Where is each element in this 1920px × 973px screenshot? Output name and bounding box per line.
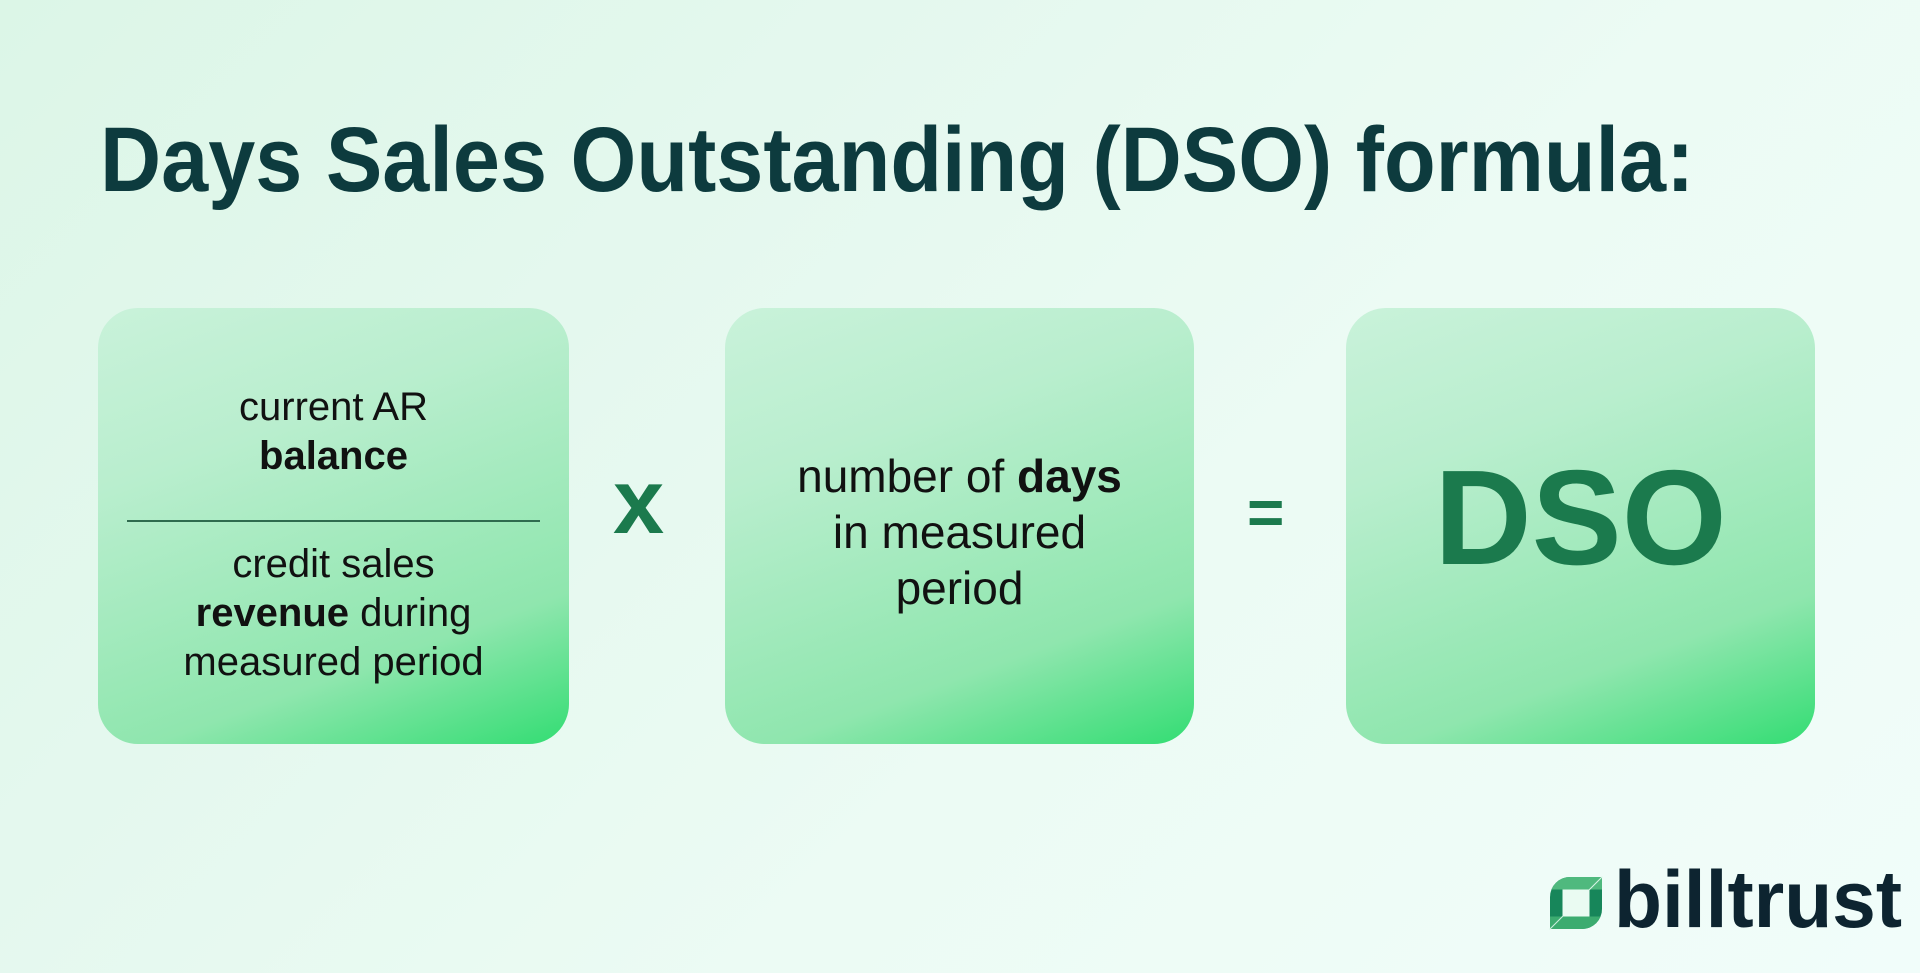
svg-text:billtrust: billtrust bbox=[1614, 854, 1902, 944]
